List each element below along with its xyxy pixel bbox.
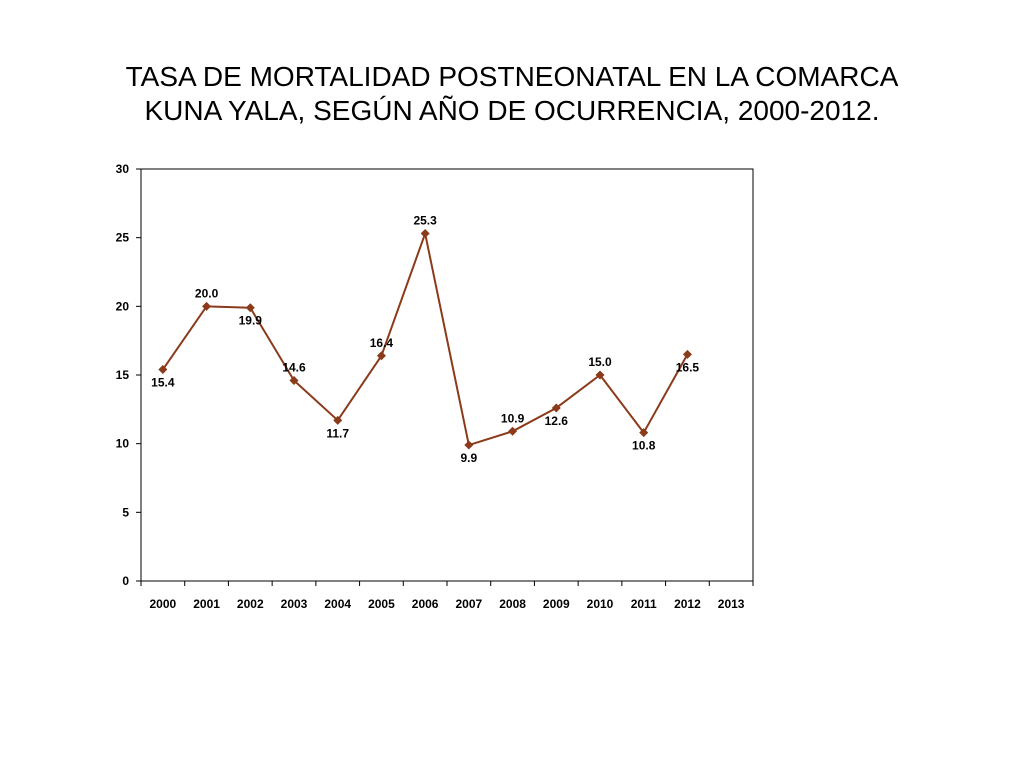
data-point-marker xyxy=(333,415,343,425)
data-label: 25.3 xyxy=(413,214,437,228)
data-point-marker xyxy=(639,428,649,438)
x-tick-label: 2012 xyxy=(674,597,701,611)
y-tick-label: 5 xyxy=(122,505,129,519)
data-label: 15.4 xyxy=(151,376,175,390)
x-tick-label: 2002 xyxy=(237,597,264,611)
y-tick-label: 0 xyxy=(122,574,129,588)
x-tick-label: 2013 xyxy=(718,597,745,611)
data-point-marker xyxy=(158,365,168,375)
data-label: 14.6 xyxy=(282,360,306,374)
series-line xyxy=(162,232,689,447)
data-point-marker xyxy=(508,426,518,436)
series-layer: 15.4 20.0 19.9 14.6 11.7 16.4 25.3 9.9 10.9 12.6 1… xyxy=(151,214,699,465)
data-label: 9.9 xyxy=(461,451,478,465)
y-tick-label: 20 xyxy=(116,299,130,313)
y-tick-label: 10 xyxy=(116,437,130,451)
y-axis: 0 5 10 15 20 25 30 xyxy=(116,162,141,588)
data-point-marker xyxy=(682,349,692,359)
data-point-marker xyxy=(289,375,299,385)
data-point-marker xyxy=(464,440,474,450)
data-point-marker xyxy=(551,403,561,413)
y-tick-label: 15 xyxy=(116,368,130,382)
y-tick-label: 25 xyxy=(116,231,130,245)
data-label: 15.0 xyxy=(588,355,612,369)
x-tick-label: 2006 xyxy=(412,597,439,611)
plot-area-frame xyxy=(140,168,754,582)
x-tick-label: 2001 xyxy=(193,597,220,611)
data-label: 16.5 xyxy=(676,360,700,374)
data-point-marker xyxy=(202,301,212,311)
x-tick-label: 2010 xyxy=(587,597,614,611)
x-tick-label: 2005 xyxy=(368,597,395,611)
data-label: 19.9 xyxy=(239,314,263,328)
x-tick-label: 2009 xyxy=(543,597,570,611)
data-label: 11.7 xyxy=(326,426,349,440)
x-tick-label: 2000 xyxy=(150,597,177,611)
title-line-2: KUNA YALA, SEGÚN AÑO DE OCURRENCIA, 2000… xyxy=(144,95,880,126)
x-tick-label: 2003 xyxy=(281,597,308,611)
data-label: 10.9 xyxy=(501,411,525,425)
title-line-1: TASA DE MORTALIDAD POSTNEONATAL EN LA CO… xyxy=(125,61,899,92)
data-point-marker xyxy=(376,351,386,361)
data-point-marker xyxy=(595,370,605,380)
x-tick-label: 2004 xyxy=(324,597,351,611)
y-tick-label: 30 xyxy=(116,162,130,176)
data-label: 20.0 xyxy=(195,286,219,300)
x-tick-label: 2007 xyxy=(456,597,483,611)
x-axis: 2000 2001 2002 2003 2004 2005 2006 2007 2008 2009… xyxy=(140,581,754,611)
data-point-marker xyxy=(245,303,255,313)
x-tick-label: 2008 xyxy=(499,597,526,611)
page-title: TASA DE MORTALIDAD POSTNEONATAL EN LA CO… xyxy=(0,60,1024,128)
data-label: 16.4 xyxy=(370,336,394,350)
data-label: 10.8 xyxy=(632,439,656,453)
x-tick-label: 2011 xyxy=(631,597,657,611)
data-label: 12.6 xyxy=(545,414,569,428)
data-point-marker xyxy=(420,229,430,239)
